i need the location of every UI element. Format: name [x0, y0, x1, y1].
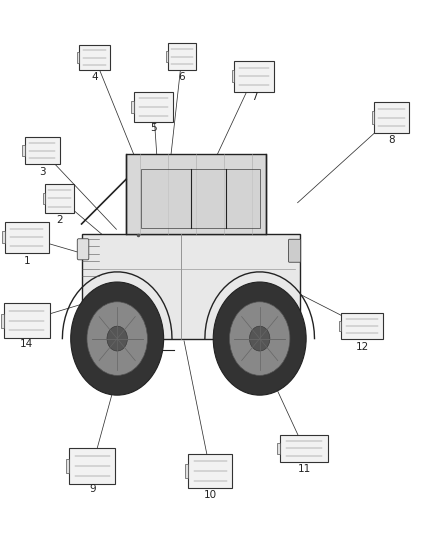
Text: 10: 10	[204, 490, 217, 500]
FancyBboxPatch shape	[66, 458, 70, 473]
Text: 5: 5	[150, 123, 157, 133]
FancyBboxPatch shape	[131, 101, 134, 113]
Circle shape	[87, 302, 147, 375]
FancyBboxPatch shape	[374, 102, 409, 133]
FancyBboxPatch shape	[371, 111, 374, 124]
Polygon shape	[81, 235, 300, 338]
FancyBboxPatch shape	[4, 303, 50, 338]
FancyBboxPatch shape	[1, 314, 4, 328]
FancyBboxPatch shape	[168, 43, 196, 70]
Circle shape	[250, 326, 270, 351]
Text: 7: 7	[251, 92, 257, 102]
FancyBboxPatch shape	[43, 192, 45, 204]
FancyBboxPatch shape	[25, 138, 60, 164]
FancyBboxPatch shape	[79, 45, 110, 70]
Polygon shape	[126, 154, 265, 235]
FancyBboxPatch shape	[77, 52, 79, 63]
FancyBboxPatch shape	[166, 51, 168, 62]
FancyBboxPatch shape	[232, 70, 234, 83]
FancyBboxPatch shape	[5, 222, 49, 253]
FancyBboxPatch shape	[289, 239, 300, 262]
Circle shape	[107, 326, 127, 351]
FancyBboxPatch shape	[280, 435, 328, 462]
FancyBboxPatch shape	[188, 454, 232, 488]
FancyBboxPatch shape	[185, 464, 188, 478]
FancyBboxPatch shape	[342, 313, 383, 340]
Text: 2: 2	[57, 215, 63, 225]
Polygon shape	[141, 169, 260, 229]
Text: 6: 6	[179, 72, 185, 83]
Text: 12: 12	[356, 342, 369, 352]
FancyBboxPatch shape	[134, 92, 173, 123]
FancyBboxPatch shape	[77, 239, 89, 260]
Text: 14: 14	[20, 340, 34, 349]
Text: 1: 1	[24, 256, 30, 266]
Circle shape	[213, 282, 306, 395]
Text: 4: 4	[91, 72, 98, 83]
Text: 9: 9	[89, 484, 95, 495]
FancyBboxPatch shape	[339, 321, 342, 332]
FancyBboxPatch shape	[70, 448, 115, 484]
Circle shape	[230, 302, 290, 375]
FancyBboxPatch shape	[234, 61, 274, 92]
Circle shape	[71, 282, 164, 395]
FancyBboxPatch shape	[277, 443, 280, 454]
Text: 8: 8	[388, 135, 395, 144]
FancyBboxPatch shape	[22, 146, 25, 156]
Text: 3: 3	[39, 166, 46, 176]
Text: 11: 11	[297, 464, 311, 474]
FancyBboxPatch shape	[2, 231, 5, 244]
FancyBboxPatch shape	[45, 184, 74, 213]
